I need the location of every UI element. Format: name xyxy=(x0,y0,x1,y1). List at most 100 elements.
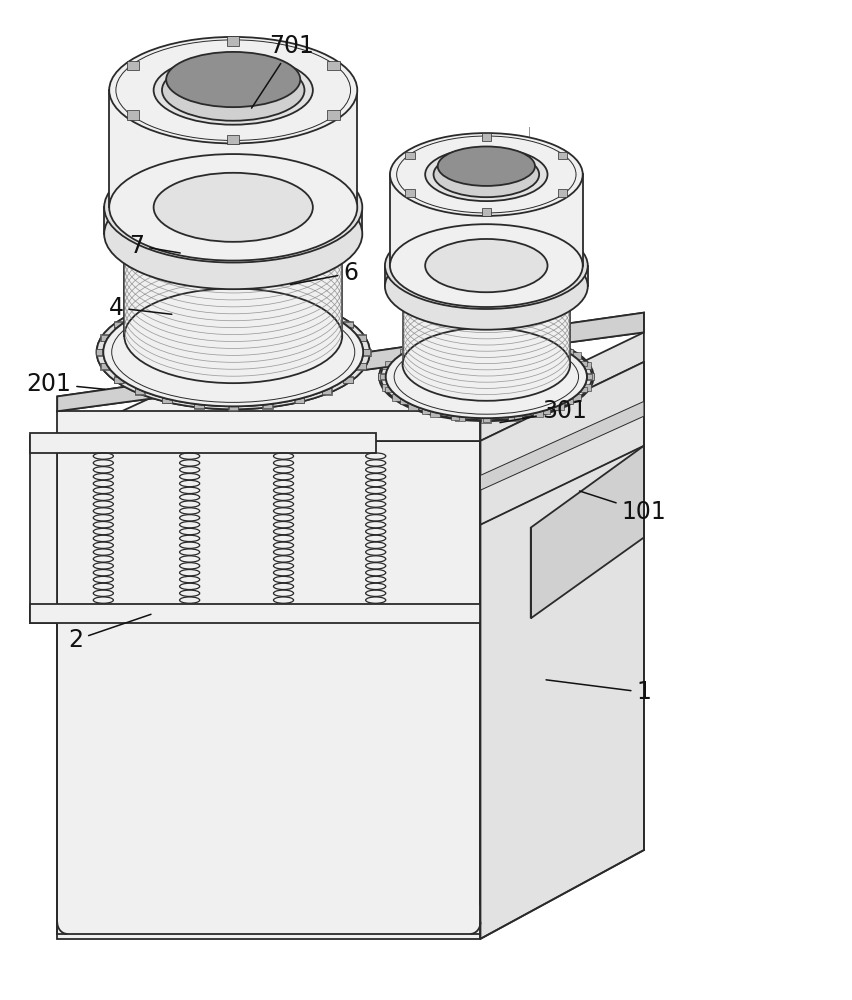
Polygon shape xyxy=(531,446,644,618)
Bar xyxy=(481,208,491,216)
Bar xyxy=(584,373,595,380)
Ellipse shape xyxy=(113,303,353,401)
Bar xyxy=(558,152,567,159)
Bar xyxy=(408,343,418,350)
Bar xyxy=(295,396,304,403)
Bar xyxy=(356,334,366,341)
Bar xyxy=(194,402,204,408)
Polygon shape xyxy=(57,362,644,441)
Polygon shape xyxy=(57,313,644,411)
Bar xyxy=(343,377,353,383)
Bar xyxy=(322,310,331,316)
Bar xyxy=(322,388,331,394)
Text: 7: 7 xyxy=(130,234,181,258)
Bar xyxy=(194,295,204,302)
Bar xyxy=(194,296,204,302)
Bar xyxy=(295,301,304,307)
Ellipse shape xyxy=(96,295,370,409)
Bar xyxy=(127,61,139,70)
Ellipse shape xyxy=(394,339,579,414)
Ellipse shape xyxy=(390,133,583,216)
Ellipse shape xyxy=(386,335,587,418)
Ellipse shape xyxy=(162,60,304,121)
Bar xyxy=(163,301,171,307)
Bar xyxy=(532,410,543,417)
Bar xyxy=(378,373,389,380)
Bar xyxy=(113,321,124,328)
Ellipse shape xyxy=(109,154,357,261)
Bar xyxy=(565,349,573,354)
Bar xyxy=(263,296,272,302)
Bar xyxy=(400,399,407,404)
Bar xyxy=(135,388,145,395)
Polygon shape xyxy=(390,174,583,266)
Ellipse shape xyxy=(385,222,588,309)
Bar xyxy=(135,388,144,394)
Ellipse shape xyxy=(104,179,362,289)
Bar xyxy=(194,402,204,409)
Polygon shape xyxy=(31,433,376,453)
Bar xyxy=(95,349,106,356)
Bar xyxy=(113,376,124,383)
Bar xyxy=(227,36,239,46)
Bar xyxy=(295,397,304,403)
Bar xyxy=(101,363,110,369)
Bar xyxy=(385,361,393,366)
Bar xyxy=(451,415,458,420)
Bar xyxy=(481,416,492,423)
Text: 1: 1 xyxy=(546,680,651,704)
Ellipse shape xyxy=(96,295,370,409)
Ellipse shape xyxy=(425,148,548,201)
Bar xyxy=(361,349,371,355)
Bar xyxy=(543,409,550,414)
Bar xyxy=(162,301,172,308)
Bar xyxy=(360,349,371,356)
Bar xyxy=(228,404,238,410)
Bar xyxy=(482,417,490,422)
Bar xyxy=(380,374,388,379)
Polygon shape xyxy=(104,207,362,234)
Text: 101: 101 xyxy=(579,491,666,524)
Polygon shape xyxy=(402,290,570,364)
Text: 2: 2 xyxy=(68,614,151,652)
Bar xyxy=(96,349,106,355)
Ellipse shape xyxy=(109,37,357,143)
Bar xyxy=(327,61,340,70)
Bar xyxy=(543,340,550,345)
Bar xyxy=(406,189,415,197)
Ellipse shape xyxy=(153,56,313,125)
Bar xyxy=(481,331,492,338)
Bar xyxy=(262,295,273,302)
Text: 701: 701 xyxy=(251,34,314,108)
Ellipse shape xyxy=(381,333,592,420)
Polygon shape xyxy=(481,401,644,490)
Bar xyxy=(101,334,111,341)
Ellipse shape xyxy=(434,152,539,197)
Polygon shape xyxy=(481,332,644,441)
Bar xyxy=(263,402,272,408)
Ellipse shape xyxy=(103,298,363,406)
Ellipse shape xyxy=(166,52,300,107)
Bar xyxy=(127,110,139,120)
Bar xyxy=(322,310,332,316)
Bar xyxy=(580,387,587,392)
Bar xyxy=(532,337,543,343)
Bar xyxy=(429,410,440,417)
Bar xyxy=(356,363,366,370)
Text: 4: 4 xyxy=(108,296,172,320)
Bar xyxy=(101,335,110,341)
Bar xyxy=(135,310,145,316)
Bar xyxy=(162,396,172,403)
Bar xyxy=(571,352,581,359)
Bar xyxy=(356,335,366,341)
Bar xyxy=(508,332,518,339)
Bar xyxy=(327,110,340,120)
Bar xyxy=(584,374,592,379)
Bar xyxy=(343,322,353,327)
Bar xyxy=(135,310,144,316)
Ellipse shape xyxy=(386,335,587,418)
Polygon shape xyxy=(31,436,57,623)
Bar xyxy=(565,399,573,404)
Polygon shape xyxy=(124,239,343,336)
Polygon shape xyxy=(109,90,357,207)
